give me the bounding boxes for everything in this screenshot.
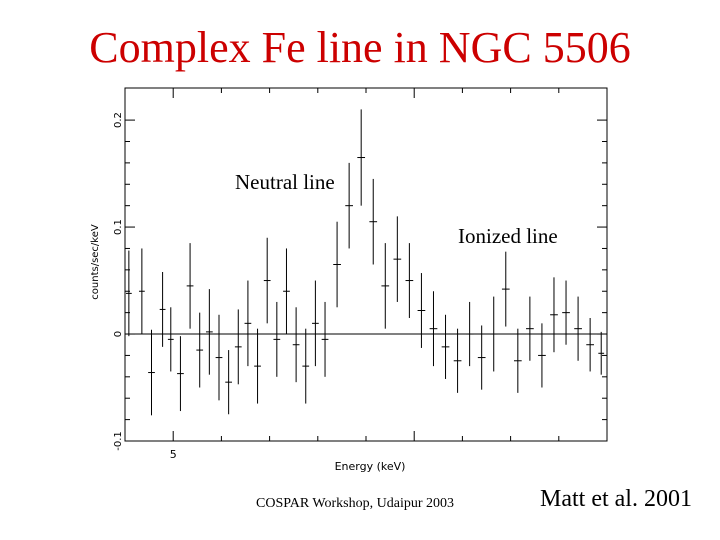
annotation-ionized-line: Ionized line bbox=[458, 224, 558, 248]
data-point bbox=[586, 317, 594, 372]
data-point bbox=[159, 271, 166, 347]
data-point bbox=[381, 243, 390, 329]
data-point bbox=[244, 280, 252, 367]
data-point bbox=[254, 328, 261, 404]
data-point bbox=[148, 329, 155, 416]
data-point bbox=[526, 296, 534, 361]
data-point bbox=[598, 331, 605, 375]
y-tick-labels: -0.1 0 0.1 0.2 bbox=[113, 112, 124, 451]
data-point bbox=[453, 328, 462, 393]
data-point bbox=[501, 251, 510, 327]
data-point bbox=[574, 296, 582, 361]
y-tick-label: 0.1 bbox=[113, 219, 124, 235]
data-point bbox=[417, 273, 426, 348]
data-point bbox=[225, 350, 233, 415]
data-point bbox=[489, 296, 498, 372]
data-point bbox=[429, 291, 438, 367]
data-point bbox=[357, 109, 366, 206]
data-point bbox=[333, 221, 341, 308]
data-point bbox=[477, 325, 486, 390]
data-point bbox=[312, 280, 319, 367]
footer-citation: Matt et al. 2001 bbox=[540, 486, 692, 512]
data-point bbox=[273, 301, 281, 377]
data-point bbox=[345, 162, 353, 249]
annotation-neutral-line: Neutral line bbox=[235, 170, 335, 194]
data-point bbox=[196, 312, 204, 388]
data-point bbox=[513, 328, 522, 393]
data-point bbox=[283, 248, 290, 335]
data-point bbox=[292, 307, 300, 383]
data-point bbox=[186, 243, 194, 329]
x-tick-labels: 5 bbox=[170, 448, 177, 461]
data-point bbox=[125, 250, 132, 337]
y-axis-label: counts/sec/keV bbox=[90, 224, 101, 300]
data-point bbox=[321, 301, 329, 377]
y-tick-label: 0.2 bbox=[113, 112, 124, 128]
slide-title: Complex Fe line in NGC 5506 bbox=[89, 23, 631, 72]
y-tick-label: 0 bbox=[113, 331, 124, 337]
data-point bbox=[393, 216, 402, 302]
axis-ticks bbox=[124, 88, 608, 442]
data-point bbox=[369, 178, 378, 265]
data-point bbox=[177, 336, 184, 412]
data-points bbox=[125, 109, 605, 416]
data-point bbox=[205, 289, 213, 375]
data-point bbox=[138, 248, 145, 335]
footer-workshop: COSPAR Workshop, Udaipur 2003 bbox=[256, 496, 455, 511]
data-point bbox=[215, 314, 223, 401]
data-point bbox=[538, 323, 546, 388]
data-point bbox=[562, 280, 570, 345]
data-point bbox=[465, 301, 474, 367]
data-point bbox=[263, 237, 271, 324]
data-point bbox=[302, 328, 310, 404]
plot-frame bbox=[124, 87, 608, 442]
data-point bbox=[405, 243, 414, 318]
data-point bbox=[234, 309, 242, 385]
data-point bbox=[167, 307, 174, 372]
data-point bbox=[550, 277, 558, 353]
data-point bbox=[441, 314, 450, 379]
x-tick-label: 5 bbox=[170, 448, 177, 461]
x-axis-label: Energy (keV) bbox=[335, 460, 406, 473]
y-tick-label: -0.1 bbox=[113, 431, 124, 451]
